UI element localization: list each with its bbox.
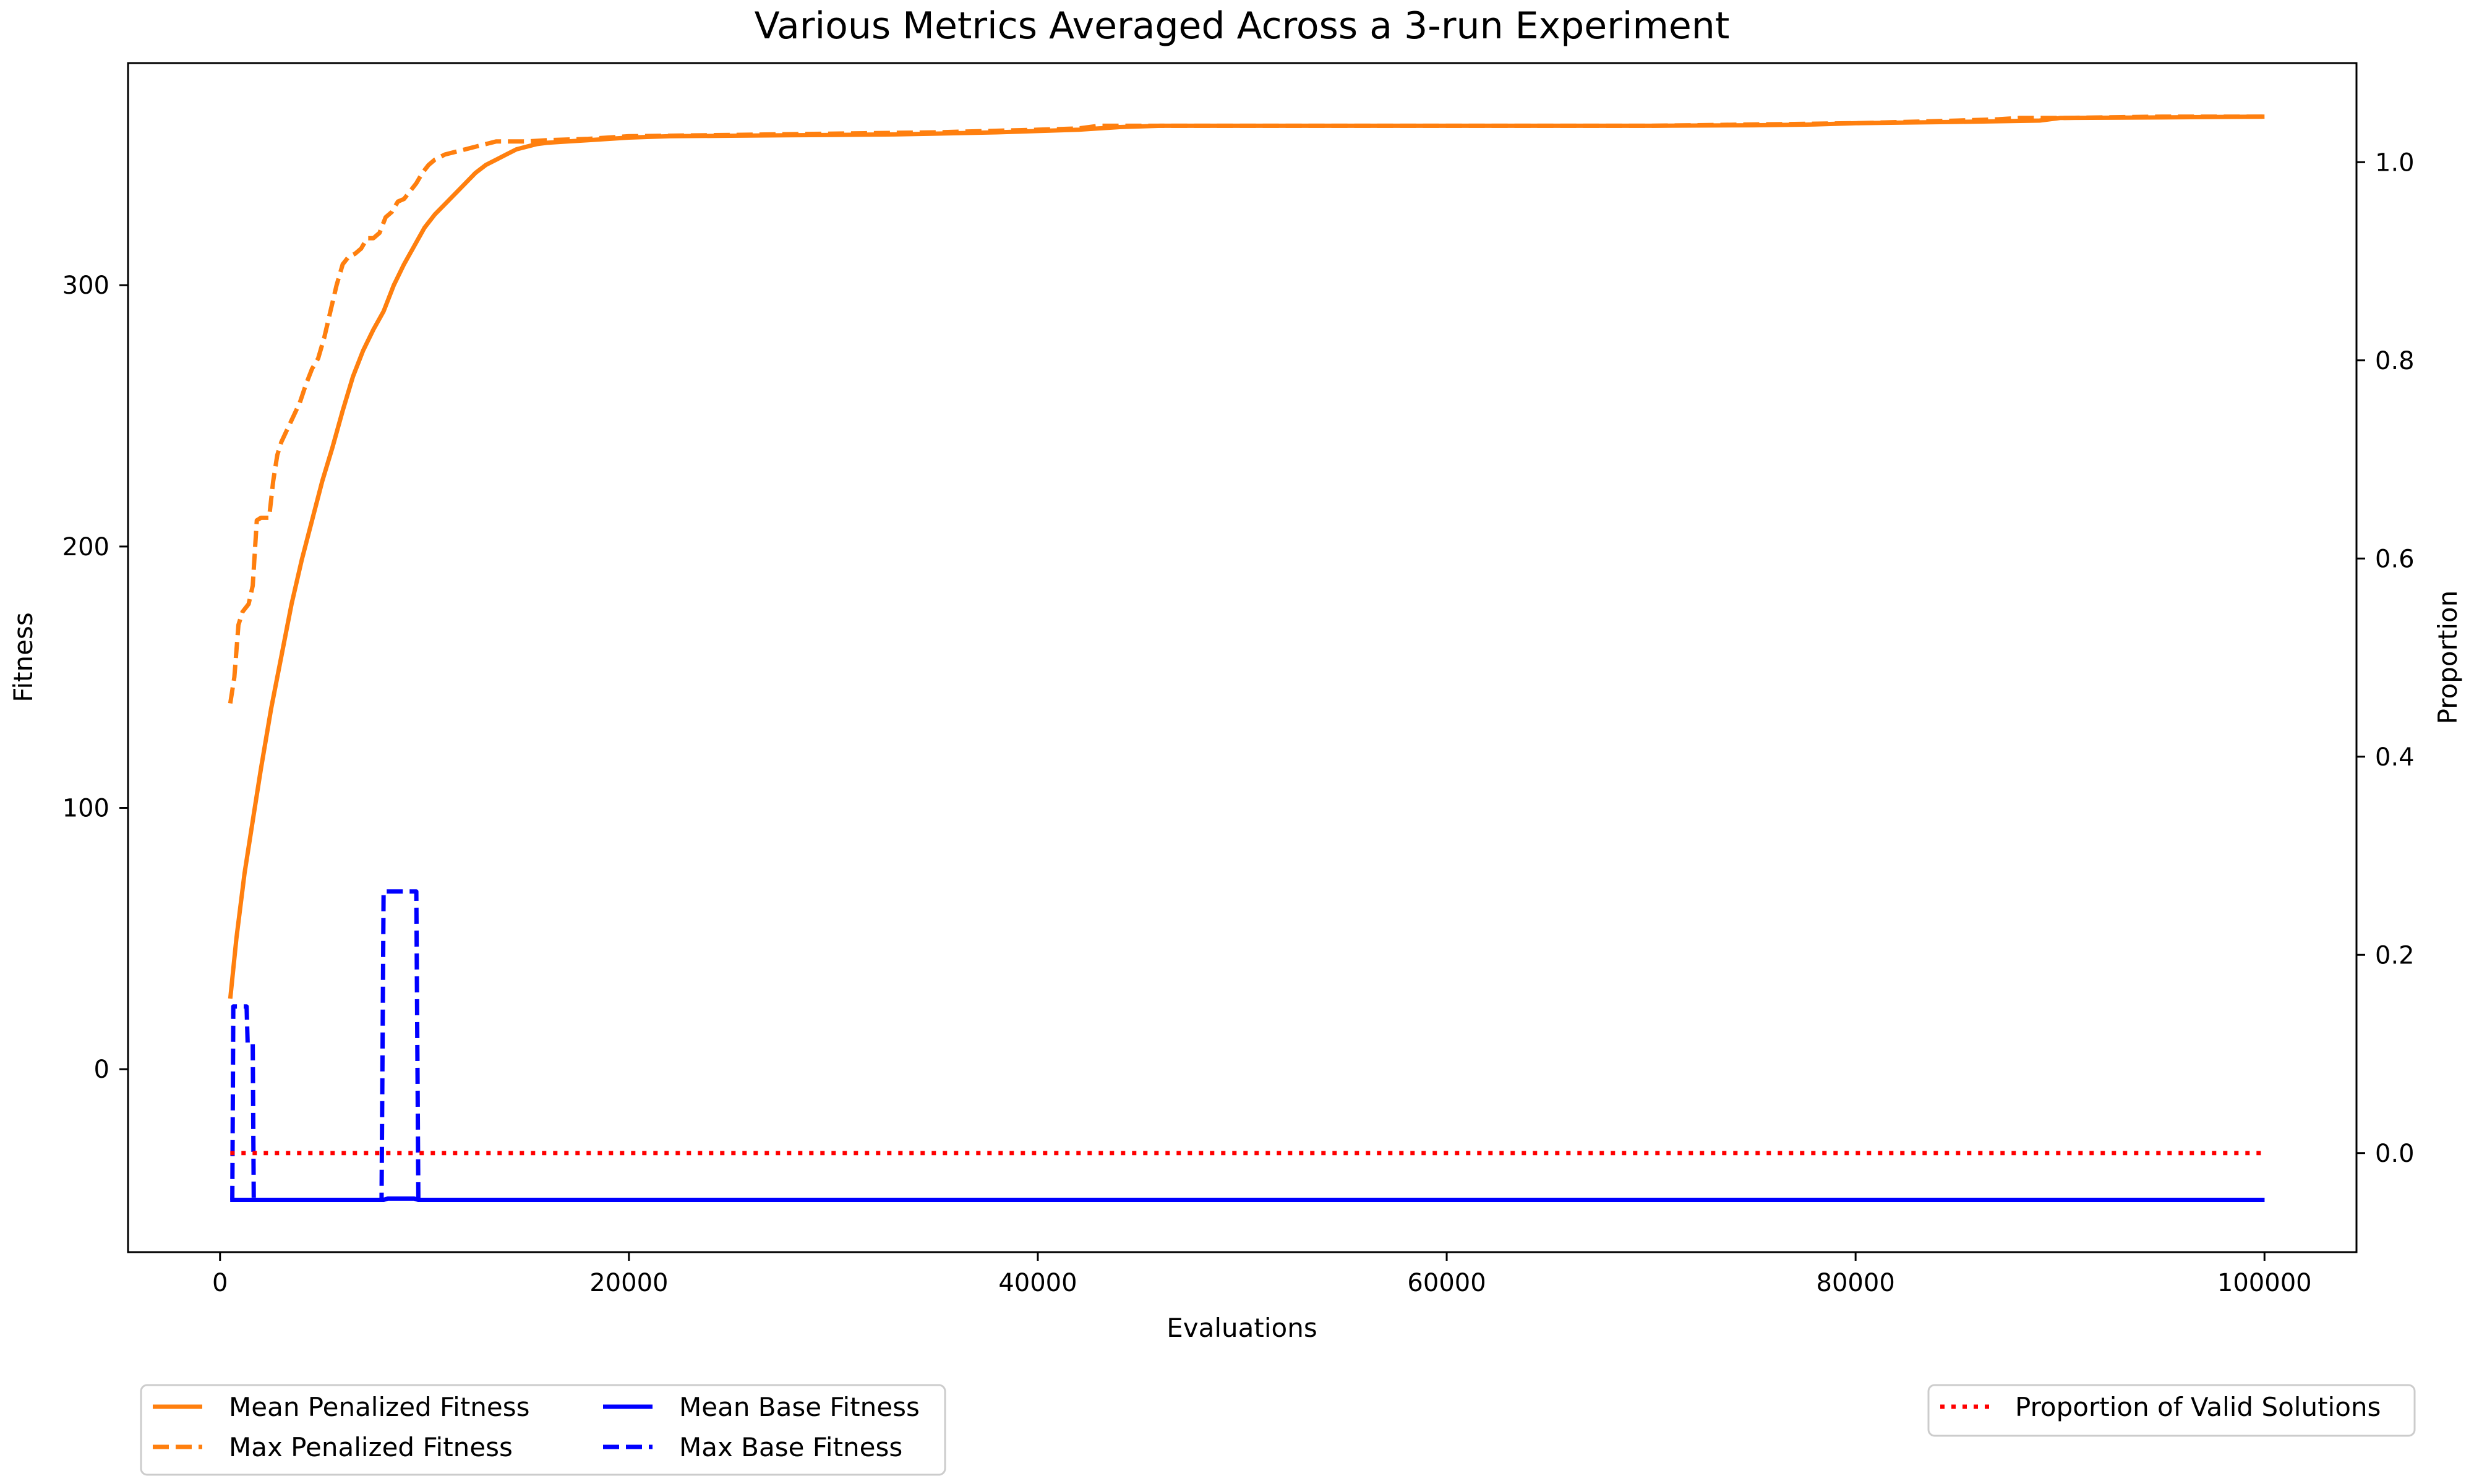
x-tick-label: 40000 (998, 1269, 1077, 1297)
legend-right: Proportion of Valid Solutions (1927, 1384, 2416, 1437)
y-tick-label: 0 (94, 1055, 109, 1084)
y-tick-label: 200 (62, 533, 109, 561)
legend-left-box (140, 1384, 946, 1476)
chart-title: Various Metrics Averaged Across a 3-run … (755, 4, 1730, 48)
series-max-penalized-fitness-line (228, 114, 2265, 704)
y2-tick-label: 0.0 (2375, 1140, 2415, 1168)
y-axis-right: 0.0 0.2 0.4 0.6 0.8 1.0 (2356, 148, 2415, 1168)
x-tick-label: 20000 (589, 1269, 668, 1297)
x-axis: 0 20000 40000 60000 80000 100000 (212, 1252, 2312, 1297)
series-max-base-fitness-line (230, 889, 2265, 1202)
plot-area (228, 114, 2265, 1202)
y-axis-left: 0 100 200 300 (62, 271, 128, 1084)
y2-axis-label: Proportion (2433, 591, 2463, 725)
legend-max-base-label: Max Base Fitness (679, 1432, 902, 1462)
y2-tick-label: 1.0 (2375, 148, 2415, 177)
y2-tick-label: 0.8 (2375, 347, 2415, 375)
series-mean-penalized-fitness-line (228, 114, 2265, 999)
x-tick-label: 60000 (1407, 1269, 1486, 1297)
legend-max-penalized-label: Max Penalized Fitness (229, 1432, 513, 1462)
y2-tick-label: 0.2 (2375, 941, 2415, 970)
x-tick-label: 100000 (2217, 1269, 2312, 1297)
y-tick-label: 100 (62, 795, 109, 823)
y-axis-label: Fitness (8, 612, 38, 702)
legend-mean-base-label: Mean Base Fitness (679, 1392, 920, 1422)
x-axis-label: Evaluations (1166, 1313, 1317, 1343)
legend-left: Mean Penalized Fitness Max Penalized Fit… (140, 1384, 946, 1476)
y-tick-label: 300 (62, 271, 109, 300)
legend-right-box (1927, 1384, 2416, 1437)
legend-mean-penalized-label: Mean Penalized Fitness (229, 1392, 530, 1422)
y2-tick-label: 0.4 (2375, 743, 2415, 772)
legend-proportion-label: Proportion of Valid Solutions (2015, 1392, 2381, 1422)
x-tick-label: 0 (212, 1269, 228, 1297)
axes-frame (127, 62, 2358, 1253)
x-tick-label: 80000 (1817, 1269, 1895, 1297)
y2-tick-label: 0.6 (2375, 545, 2415, 573)
